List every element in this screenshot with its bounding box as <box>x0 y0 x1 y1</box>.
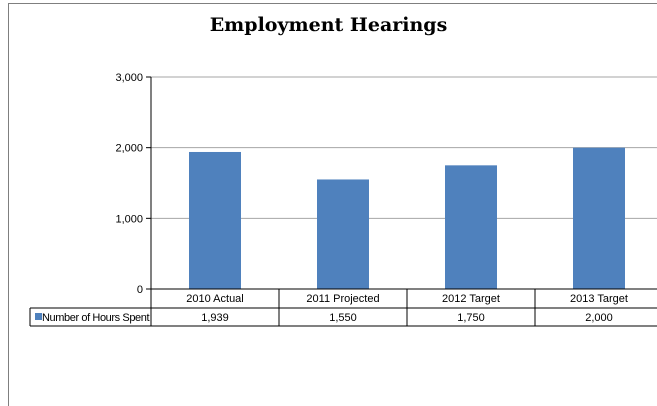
x-category-label: 2011 Projected <box>306 293 379 305</box>
bar <box>573 147 625 289</box>
legend-swatch <box>35 313 42 320</box>
bar <box>317 179 369 289</box>
legend-label: Number of Hours Spent <box>42 312 149 324</box>
data-label: 2,000 <box>585 312 613 324</box>
data-label: 1,550 <box>329 312 357 324</box>
data-label: 1,750 <box>457 312 485 324</box>
x-category-label: 2010 Actual <box>186 293 244 305</box>
y-tick-label: 0 <box>137 284 143 296</box>
chart-title: Employment Hearings <box>209 14 448 36</box>
y-tick-label: 2,000 <box>115 143 143 155</box>
x-category-label: 2012 Target <box>442 293 500 305</box>
bar <box>189 151 241 289</box>
bar <box>445 165 497 289</box>
data-label: 1,939 <box>201 312 229 324</box>
y-tick-label: 3,000 <box>115 72 143 84</box>
x-category-label: 2013 Target <box>570 293 628 305</box>
y-tick-label: 1,000 <box>115 213 143 225</box>
